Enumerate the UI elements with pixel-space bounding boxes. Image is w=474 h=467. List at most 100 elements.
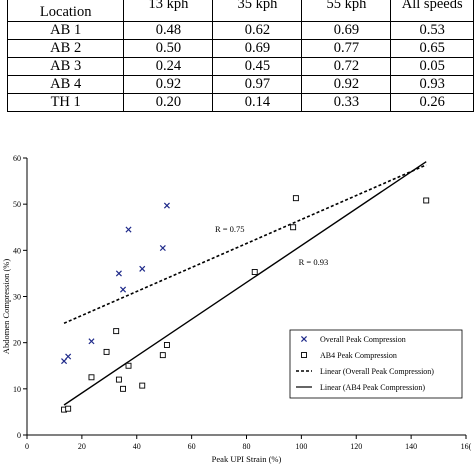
table-cell: 0.97 bbox=[212, 75, 303, 94]
x-tick-label: 120 bbox=[350, 442, 362, 451]
ab4-data-point bbox=[290, 224, 297, 231]
y-axis-label: Abdomen Compression (%) bbox=[1, 259, 11, 355]
table-cell: 0.65 bbox=[390, 39, 474, 58]
table-row: AB 1 0.48 0.62 0.69 0.53 bbox=[7, 21, 474, 40]
table-cell: 0.69 bbox=[301, 21, 392, 40]
overall-data-point bbox=[120, 286, 127, 293]
x-marker-stroke bbox=[115, 270, 122, 277]
correlation-table: Measurement Location 13 kph 35 kph 55 kp… bbox=[7, 0, 474, 112]
x-marker-stroke bbox=[88, 338, 95, 345]
y-tick-label: 40 bbox=[13, 246, 21, 255]
table-cell: 0.77 bbox=[301, 39, 392, 58]
table-cell: 0.26 bbox=[390, 93, 474, 112]
ab4-data-point bbox=[65, 405, 72, 412]
x-tick-label: 60 bbox=[188, 442, 196, 451]
overall-data-point bbox=[115, 270, 122, 277]
legend-label: Overall Peak Compression bbox=[320, 335, 406, 344]
x-marker-stroke bbox=[61, 358, 68, 365]
overall-data-point bbox=[88, 338, 95, 345]
ab4-trend-line bbox=[63, 161, 427, 406]
legend-label: AB4 Peak Compression bbox=[320, 351, 397, 360]
table-cell: 0.24 bbox=[123, 57, 214, 76]
header-13kph: 13 kph bbox=[123, 0, 214, 22]
header-measurement-location: Measurement Location bbox=[7, 0, 125, 22]
overall-data-point bbox=[65, 353, 72, 360]
table-cell: 0.53 bbox=[390, 21, 474, 40]
table-cell: 0.14 bbox=[212, 93, 303, 112]
table-header-row: Measurement Location 13 kph 35 kph 55 kp… bbox=[7, 0, 474, 22]
legend-x-marker bbox=[300, 335, 308, 343]
table-cell: 0.62 bbox=[212, 21, 303, 40]
ab4-data-point bbox=[159, 352, 166, 359]
x-marker-stroke bbox=[163, 202, 170, 209]
table-cell: 0.33 bbox=[301, 93, 392, 112]
overall-data-point bbox=[125, 226, 132, 233]
x-marker-stroke bbox=[159, 245, 166, 252]
x-marker-stroke bbox=[65, 353, 72, 360]
ab4-data-point bbox=[88, 374, 95, 381]
x-tick-label: 80 bbox=[243, 442, 251, 451]
r-value-overall: R = 0.75 bbox=[215, 224, 245, 234]
table-cell: 0.69 bbox=[212, 39, 303, 58]
ab4-data-point bbox=[125, 362, 132, 369]
overall-data-point bbox=[139, 265, 146, 272]
table-row: AB 2 0.50 0.69 0.77 0.65 bbox=[7, 39, 474, 58]
table-cell: 0.45 bbox=[212, 57, 303, 76]
table-cell: 0.92 bbox=[301, 75, 392, 94]
ab4-data-point bbox=[103, 348, 110, 355]
table-cell: 0.48 bbox=[123, 21, 214, 40]
table-cell: 0.72 bbox=[301, 57, 392, 76]
y-tick-label: 10 bbox=[13, 385, 21, 394]
r-value-ab4: R = 0.93 bbox=[299, 257, 329, 267]
table-cell: 0.93 bbox=[390, 75, 474, 94]
y-tick-label: 60 bbox=[13, 154, 21, 163]
overall-trend-line bbox=[63, 164, 427, 325]
legend-square-marker bbox=[301, 352, 307, 358]
table-cell: AB 2 bbox=[7, 39, 125, 58]
overall-data-point bbox=[61, 358, 68, 365]
ab4-data-point bbox=[120, 385, 126, 392]
table-row: TH 1 0.20 0.14 0.33 0.26 bbox=[7, 93, 474, 112]
header-35kph: 35 kph bbox=[212, 0, 303, 22]
ab4-data-point bbox=[139, 382, 146, 389]
table-cell: 0.20 bbox=[123, 93, 214, 112]
ab4-data-point bbox=[292, 195, 299, 202]
ab4-data-point bbox=[423, 197, 430, 204]
ab4-data-point bbox=[115, 376, 122, 383]
overall-data-point bbox=[163, 202, 170, 209]
ab4-data-point bbox=[251, 269, 258, 275]
y-tick-label: 0 bbox=[17, 431, 21, 440]
x-tick-label: 16( bbox=[461, 442, 472, 451]
plot-area: 0 10 20 30 40 50 60 0 20 40 60 80 100 120 140 16(Peak U… bbox=[1, 154, 472, 464]
table-cell: TH 1 bbox=[7, 93, 125, 112]
x-tick-label: 100 bbox=[295, 442, 307, 451]
y-tick-label: 30 bbox=[13, 293, 21, 302]
table-row: AB 3 0.24 0.45 0.72 0.05 bbox=[7, 57, 474, 76]
table-cell: AB 4 bbox=[7, 75, 125, 94]
y-tick-label: 20 bbox=[13, 339, 21, 348]
legend-label: Linear (AB4 Peak Compression) bbox=[320, 383, 425, 392]
x-marker-stroke bbox=[125, 226, 132, 233]
header-55kph: 55 kph bbox=[301, 0, 392, 22]
table-row: AB 4 0.92 0.97 0.92 0.93 bbox=[7, 75, 474, 94]
table-cell: 0.05 bbox=[390, 57, 474, 76]
x-axis-label: Peak UPI Strain (%) bbox=[212, 454, 282, 464]
x-marker-stroke bbox=[139, 265, 146, 272]
ab4-data-point bbox=[113, 328, 120, 335]
x-tick-label: 40 bbox=[133, 442, 141, 451]
x-tick-label: 20 bbox=[78, 442, 86, 451]
compression-scatter-chart: 0 10 20 30 40 50 60 0 20 40 60 80 100 120 140 16(Peak U… bbox=[1, 154, 472, 464]
table-cell: AB 3 bbox=[7, 57, 125, 76]
header-all-speeds: All speeds bbox=[390, 0, 474, 22]
chart-legend: Overall Peak Compression AB4 Peak Compres… bbox=[289, 329, 463, 399]
ab4-data-point bbox=[163, 342, 170, 348]
correlation-table-container: Measurement Location 13 kph 35 kph 55 kp… bbox=[7, 0, 474, 126]
table-cell: 0.92 bbox=[123, 75, 214, 94]
x-tick-label: 140 bbox=[405, 442, 417, 451]
x-tick-label: 0 bbox=[25, 442, 29, 451]
table-cell: 0.50 bbox=[123, 39, 214, 58]
legend-box bbox=[289, 329, 463, 399]
x-marker-stroke bbox=[300, 335, 308, 343]
legend-label: Linear (Overall Peak Compression) bbox=[320, 367, 434, 376]
overall-data-point bbox=[159, 245, 166, 252]
